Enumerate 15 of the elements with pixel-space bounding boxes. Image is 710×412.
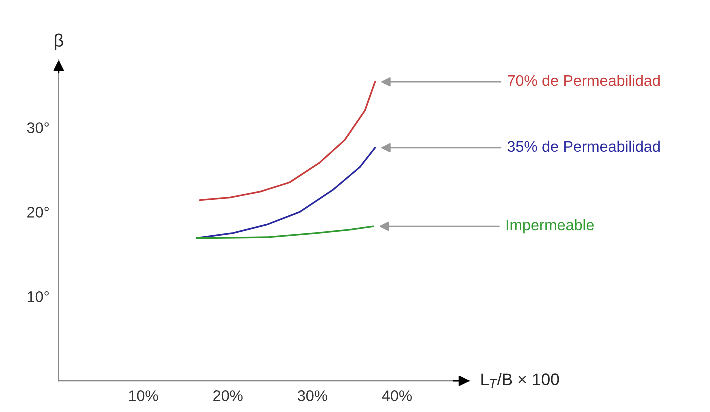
x-axis-title: L$_{T}$/B × 100 — [482, 373, 560, 388]
text: Impermeable — [506, 219, 594, 234]
line-series — [199, 81, 376, 202]
x-tick-label: 30% — [298, 390, 328, 402]
x-tick-label: 40% — [382, 390, 412, 402]
line-series — [196, 147, 376, 240]
line-series — [196, 226, 374, 240]
x-tick-label: 10% — [129, 390, 158, 402]
text: 70% de Permeabilidad — [508, 74, 660, 86]
x-tick-label: 20% — [214, 390, 243, 402]
y-tick-label: 10° — [28, 292, 49, 302]
y-tick-label: 20° — [28, 207, 49, 218]
y-tick-label: 30° — [27, 122, 49, 134]
text: 35% de Permeabilidad — [508, 140, 660, 152]
y-axis-title: β — [54, 34, 64, 51]
